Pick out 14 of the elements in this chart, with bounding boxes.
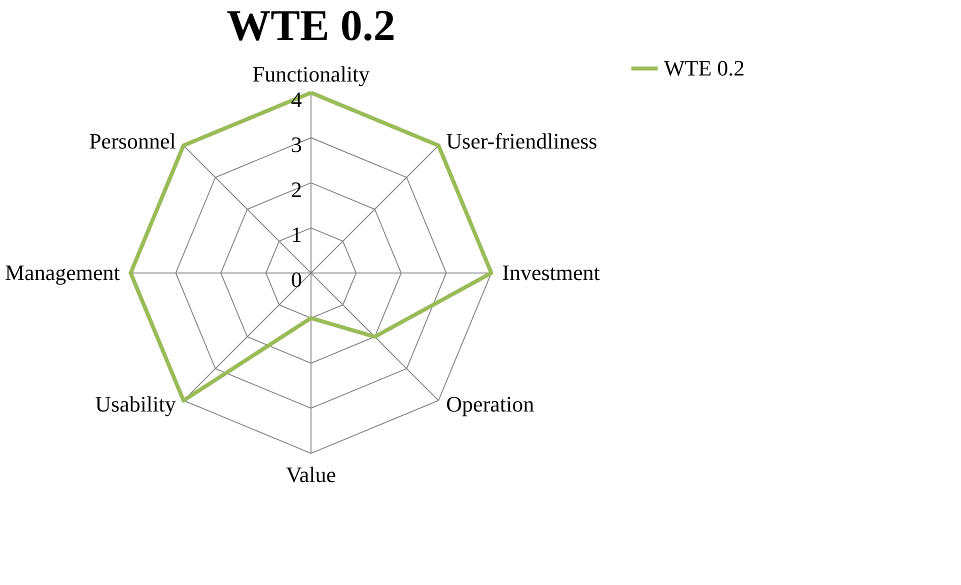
y-tick-label: 0	[290, 267, 302, 292]
y-tick-label: 1	[290, 222, 302, 248]
spoke-label: Investment	[502, 260, 600, 285]
spoke-label: Usability	[95, 391, 176, 416]
spoke-label: Management	[4, 260, 120, 285]
chart-title: WTE 0.2	[226, 1, 396, 50]
legend-label: WTE 0.2	[664, 56, 745, 80]
spoke-label: Functionality	[252, 62, 370, 87]
spoke-label: Operation	[446, 391, 534, 416]
y-tick-label: 2	[290, 177, 302, 202]
spoke-label: User-friendliness	[446, 128, 598, 154]
y-tick-label: 3	[290, 132, 302, 157]
spoke-label: Value	[286, 462, 336, 487]
spoke-label: Personnel	[89, 128, 176, 154]
